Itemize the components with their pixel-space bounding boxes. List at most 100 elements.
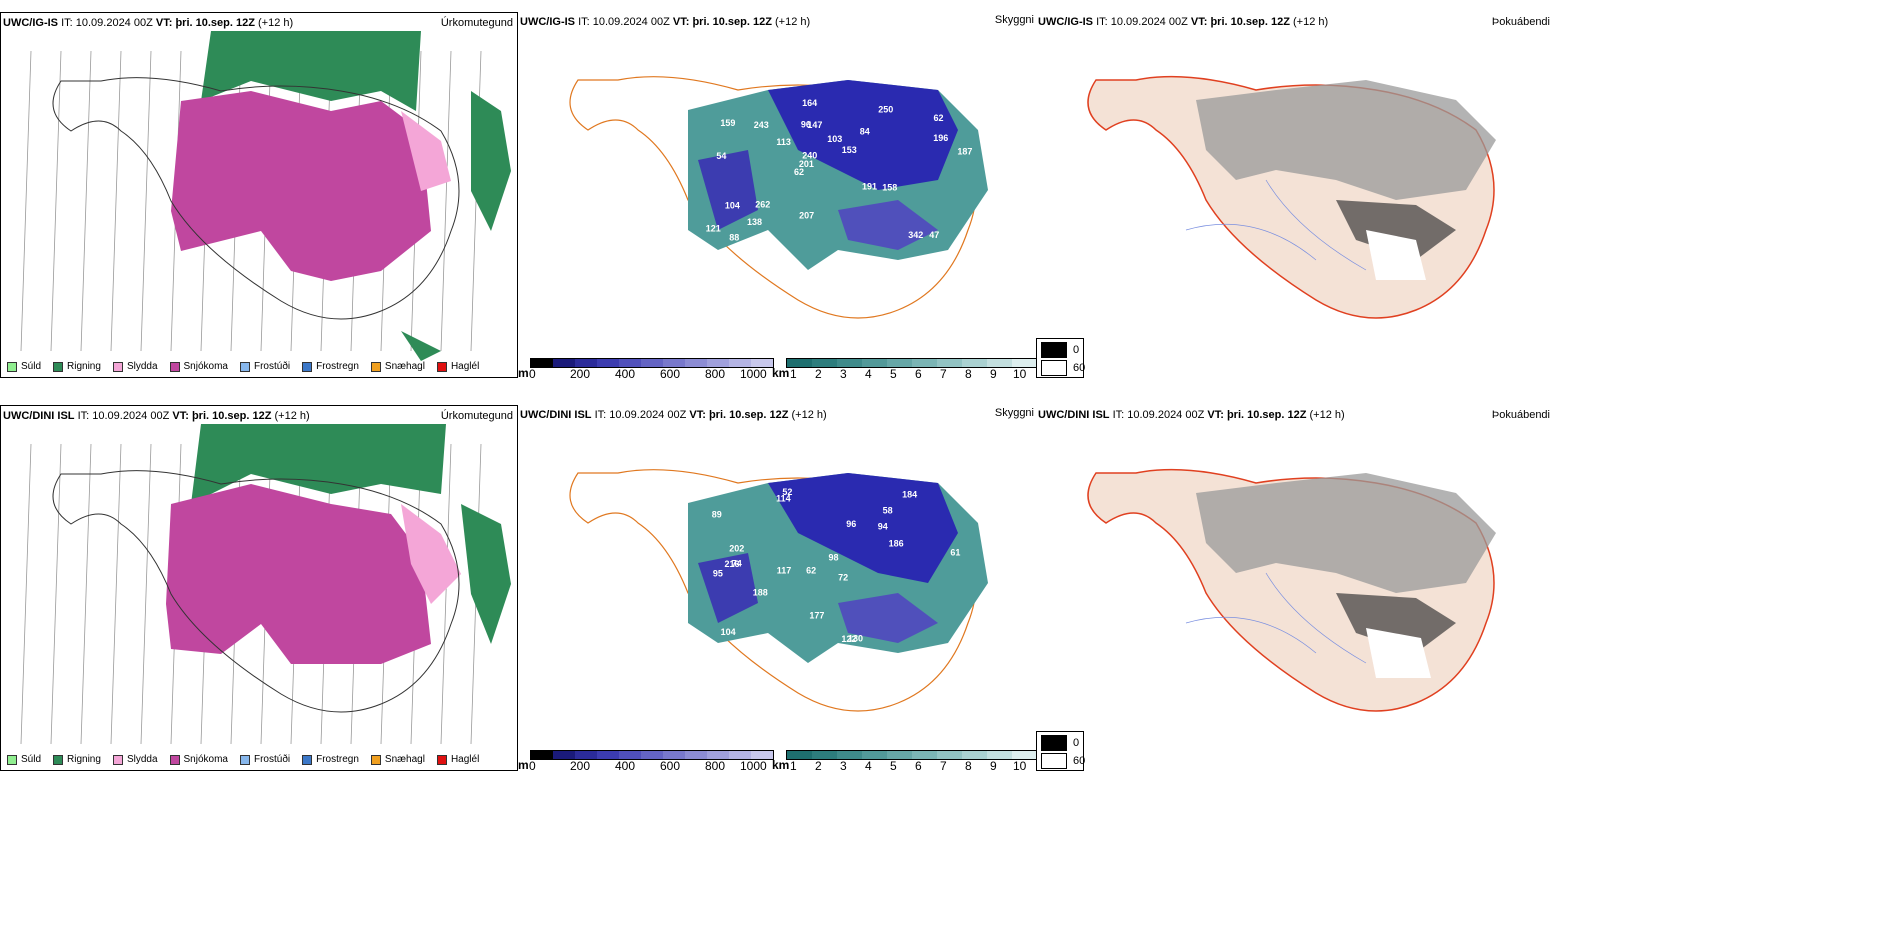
legend-swatch bbox=[370, 754, 381, 765]
visibility-value-label: 95 bbox=[713, 568, 723, 578]
visibility-value-label: 177 bbox=[809, 611, 824, 621]
legend-swatch bbox=[436, 754, 447, 765]
precip-type-panel-top: UWC/IG-IS IT: 10.09.2024 00Z VT: þri. 10… bbox=[0, 12, 518, 378]
panel-name-fog-top: Þokuábendi bbox=[1491, 16, 1550, 28]
legend-item: Slydda bbox=[112, 361, 158, 372]
colorbar-cell bbox=[707, 751, 729, 759]
colorbar-unit: m bbox=[518, 758, 529, 772]
legend-swatch bbox=[239, 361, 250, 372]
colorbar-tick: 1 bbox=[790, 367, 797, 381]
colorbar-cell bbox=[619, 751, 641, 759]
visibility-value-label: 96 bbox=[846, 519, 856, 529]
legend-item: Frostúði bbox=[239, 361, 290, 372]
colorbar-tick: 5 bbox=[890, 367, 897, 381]
colorbar-tick: 200 bbox=[570, 759, 591, 773]
visibility-value-label: 94 bbox=[878, 522, 888, 532]
colorbar-cell bbox=[1012, 359, 1037, 367]
legend-item: Súld bbox=[7, 361, 41, 372]
legend-swatch bbox=[53, 754, 64, 765]
colorbar-cell bbox=[729, 751, 751, 759]
legend-swatch bbox=[436, 361, 447, 372]
visibility-value-label: 153 bbox=[842, 145, 857, 155]
visibility-km-colorbar-top: km 1 2 3 4 5 6 7 8 9 10 bbox=[772, 358, 1042, 381]
colorbar-cell bbox=[837, 751, 862, 759]
colorbar-cell bbox=[597, 359, 619, 367]
colorbar-cell bbox=[751, 359, 773, 367]
colorbar-cell bbox=[987, 359, 1012, 367]
fog-panel-bottom: UWC/DINI ISL IT: 10.09.2024 00Z VT: þri.… bbox=[1036, 405, 1556, 771]
legend-swatch bbox=[7, 754, 17, 765]
visibility-value-label: 201 bbox=[799, 159, 814, 169]
fog-swatch bbox=[1041, 735, 1067, 751]
colorbar-cell bbox=[597, 751, 619, 759]
visibility-value-label: 62 bbox=[806, 566, 816, 576]
colorbar-cell bbox=[887, 359, 912, 367]
fog-swatch bbox=[1041, 342, 1067, 358]
colorbar-cell bbox=[862, 751, 887, 759]
colorbar-cells bbox=[786, 750, 1038, 760]
visibility-value-label: 121 bbox=[706, 223, 721, 233]
colorbar-tick: 8 bbox=[965, 367, 972, 381]
legend-swatch bbox=[169, 361, 180, 372]
colorbar-cell bbox=[751, 751, 773, 759]
visibility-value-label: 52 bbox=[782, 487, 792, 497]
colorbar-tick: 8 bbox=[965, 759, 972, 773]
legend-item: Haglél bbox=[436, 361, 479, 372]
panel-name-vis-bottom: Skyggni bbox=[994, 407, 1034, 419]
colorbar-cell bbox=[912, 751, 937, 759]
visibility-map-top: 47 54 62 62 84 88 96 103 104 113 121 138 147 153 158 15… bbox=[569, 76, 988, 319]
colorbar-tick: 600 bbox=[660, 759, 681, 773]
visibility-value-label: 89 bbox=[712, 510, 722, 520]
colorbar-tick: 10 bbox=[1013, 367, 1027, 381]
legend-item: Frostregn bbox=[302, 361, 359, 372]
visibility-value-label: 104 bbox=[721, 627, 736, 637]
colorbar-cell bbox=[962, 751, 987, 759]
fog-swatch bbox=[1041, 753, 1067, 769]
colorbar-tick: 4 bbox=[865, 759, 872, 773]
colorbar-cells bbox=[530, 358, 774, 368]
colorbar-cells bbox=[786, 358, 1038, 368]
colorbar-cell bbox=[787, 359, 812, 367]
colorbar-cell bbox=[812, 359, 837, 367]
visibility-value-label: 207 bbox=[799, 210, 814, 220]
colorbar-cell bbox=[812, 751, 837, 759]
precip-type-panel-bottom: UWC/DINI ISL IT: 10.09.2024 00Z VT: þri.… bbox=[0, 405, 518, 771]
legend-swatch bbox=[112, 361, 123, 372]
visibility-value-label: 158 bbox=[882, 182, 897, 192]
visibility-m-colorbar-bottom: m 0 200 400 600 800 1000 bbox=[518, 750, 774, 773]
visibility-value-label: 216 bbox=[725, 559, 740, 569]
fog-legend-top: 0 60 bbox=[1036, 338, 1086, 378]
fog-map-bottom bbox=[1087, 468, 1496, 712]
colorbar-cell bbox=[575, 359, 597, 367]
visibility-value-label: 262 bbox=[755, 200, 770, 210]
panel-title-bottom-right: UWC/DINI ISL IT: 10.09.2024 00Z VT: þri.… bbox=[1038, 409, 1345, 421]
legend-item: Snæhagl bbox=[370, 361, 425, 372]
colorbar-cell bbox=[685, 751, 707, 759]
legend-item: Snjókoma bbox=[169, 361, 228, 372]
colorbar-tick: 4 bbox=[865, 367, 872, 381]
visibility-value-label: 84 bbox=[860, 127, 870, 137]
visibility-value-label: 202 bbox=[729, 544, 744, 554]
legend-item: Rigning bbox=[53, 361, 101, 372]
legend-swatch bbox=[239, 754, 250, 765]
fog-legend-value: 0 bbox=[1073, 737, 1080, 749]
colorbar-tick: 9 bbox=[990, 759, 997, 773]
visibility-value-label: 62 bbox=[934, 113, 944, 123]
colorbar-cell bbox=[553, 751, 575, 759]
visibility-value-label: 186 bbox=[889, 538, 904, 548]
fog-legend-value: 60 bbox=[1073, 362, 1086, 374]
legend-swatch bbox=[302, 754, 313, 765]
visibility-value-label: 240 bbox=[802, 150, 817, 160]
colorbar-tick: 0 bbox=[529, 759, 536, 773]
colorbar-cell bbox=[787, 751, 812, 759]
visibility-value-label: 250 bbox=[878, 104, 893, 114]
colorbar-cell bbox=[912, 359, 937, 367]
visibility-value-label: 188 bbox=[753, 587, 768, 597]
colorbar-tick: 6 bbox=[915, 367, 922, 381]
fog-panel-top: UWC/IG-IS IT: 10.09.2024 00Z VT: þri. 10… bbox=[1036, 12, 1556, 378]
precip-map-top bbox=[20, 31, 511, 361]
fog-swatch bbox=[1041, 360, 1067, 376]
visibility-value-label: 96 bbox=[801, 119, 811, 129]
colorbar-tick: 6 bbox=[915, 759, 922, 773]
legend-swatch bbox=[53, 361, 64, 372]
